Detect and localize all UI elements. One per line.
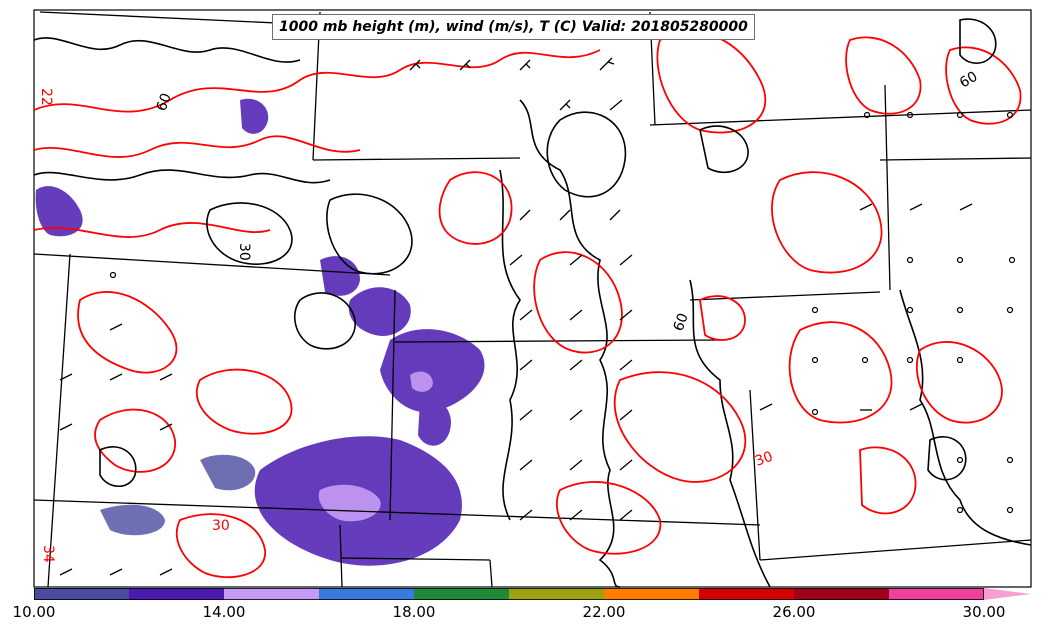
colorbar-tick-label: 22.00 — [582, 603, 626, 621]
colorbar-tick-label: 30.00 — [962, 603, 1006, 621]
colorbar-segment — [224, 588, 320, 600]
colorbar-segment — [34, 588, 130, 600]
map-plot-area — [33, 9, 1032, 588]
colorbar-segment — [889, 588, 985, 600]
red-contour-label: 34 — [40, 545, 56, 563]
map-title: 1000 mb height (m), wind (m/s), T (C) Va… — [272, 14, 755, 40]
shaded-field-blue — [100, 454, 256, 536]
calm-markers — [109, 111, 1016, 514]
colorbar-segment — [794, 588, 890, 600]
black-contour-label: 60 — [154, 91, 175, 113]
colorbar-tick-label: 10.00 — [12, 603, 56, 621]
height-contours — [33, 18, 997, 488]
colorbar-extend-arrow — [984, 588, 1031, 600]
colorbar — [34, 588, 1031, 600]
colorbar-segment — [604, 588, 700, 600]
red-contour-label: 22 — [38, 88, 54, 106]
black-contour-label: 30 — [236, 243, 252, 261]
colorbar-outline — [34, 588, 984, 600]
black-contour-label: 60 — [671, 311, 692, 333]
colorbar-tick-label: 14.00 — [202, 603, 246, 621]
colorbar-segment — [319, 588, 415, 600]
colorbar-segment — [129, 588, 225, 600]
wind-barbs — [59, 57, 973, 576]
colorbar-tick-label: 26.00 — [772, 603, 816, 621]
colorbar-segment — [414, 588, 510, 600]
colorbar-tick-label: 18.00 — [392, 603, 436, 621]
river-boundaries — [499, 99, 1032, 588]
black-contour-label: 60 — [957, 69, 980, 92]
red-contour-label: 30 — [753, 449, 775, 470]
colorbar-segment — [699, 588, 795, 600]
shaded-field-light — [318, 371, 433, 522]
colorbar-segment — [509, 588, 605, 600]
temperature-contours — [33, 31, 1022, 579]
state-boundaries — [33, 11, 1032, 588]
red-contour-label: 30 — [212, 518, 230, 534]
